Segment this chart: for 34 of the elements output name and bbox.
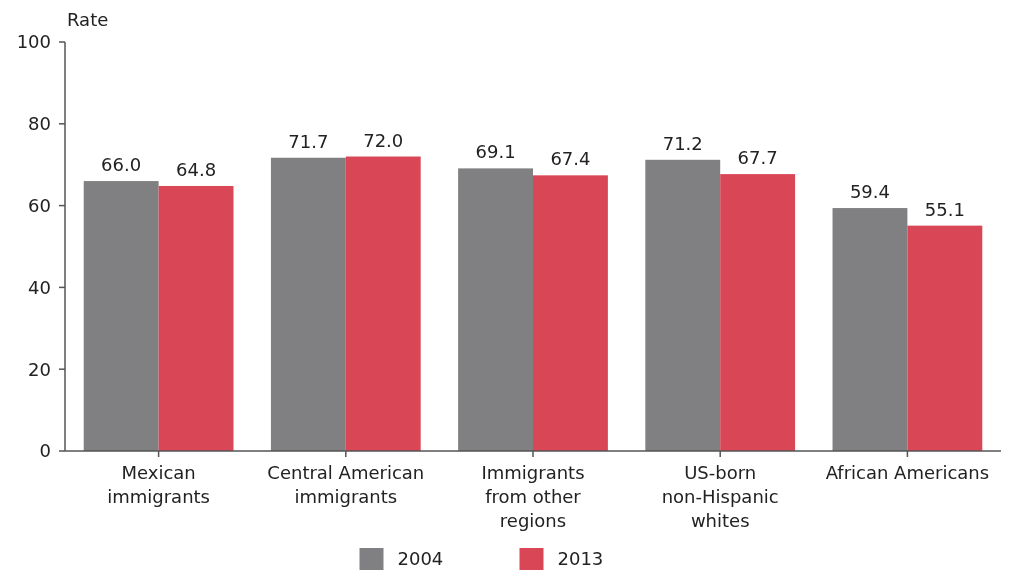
data-label: 66.0 bbox=[101, 154, 142, 176]
x-tick-label: US-born non-Hispanic whites bbox=[661, 462, 779, 531]
x-tick-label: African Americans bbox=[825, 462, 990, 483]
y-tick-label: 20 bbox=[28, 358, 51, 380]
data-label: 69.1 bbox=[475, 141, 516, 163]
data-label: 55.1 bbox=[924, 198, 965, 220]
bar bbox=[720, 174, 796, 451]
y-tick-label: 0 bbox=[39, 440, 51, 462]
bar bbox=[907, 225, 983, 451]
data-label: 72.0 bbox=[363, 129, 404, 151]
bar bbox=[645, 159, 721, 451]
data-label: 71.7 bbox=[288, 130, 329, 152]
data-label: 59.4 bbox=[849, 181, 890, 203]
bar bbox=[345, 156, 421, 451]
bar bbox=[458, 168, 533, 451]
y-tick-label: 60 bbox=[28, 194, 51, 216]
y-tick-label: 80 bbox=[28, 113, 51, 135]
y-tick-label: 100 bbox=[16, 31, 51, 53]
data-label: 64.8 bbox=[176, 158, 217, 180]
y-tick-label: 40 bbox=[28, 276, 51, 298]
x-tick-label: Central American immigrants bbox=[267, 462, 425, 507]
bar bbox=[158, 185, 234, 451]
data-label: 67.4 bbox=[550, 148, 591, 170]
bar bbox=[83, 181, 159, 451]
data-label: 71.2 bbox=[662, 132, 703, 154]
bar bbox=[533, 175, 608, 451]
x-tick-label: Mexican immigrants bbox=[107, 462, 210, 507]
legend-label: 2004 bbox=[397, 548, 444, 570]
y-axis-title: Rate bbox=[67, 9, 109, 30]
bar bbox=[270, 157, 346, 451]
bar bbox=[832, 208, 908, 451]
x-tick-label: Immigrants from other regions bbox=[481, 462, 585, 531]
data-label: 67.7 bbox=[737, 147, 778, 169]
legend-label: 2013 bbox=[557, 548, 604, 570]
